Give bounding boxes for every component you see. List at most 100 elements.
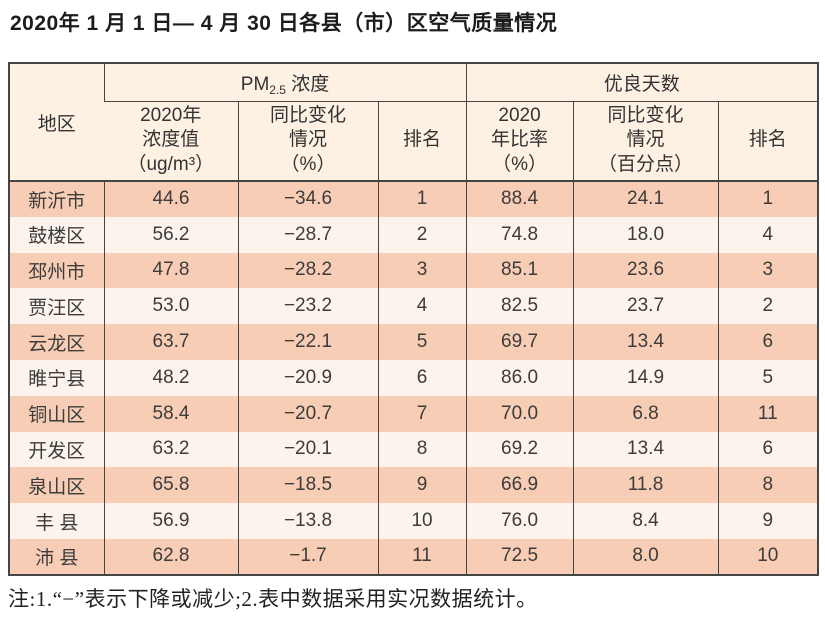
region-cell: 沛 县: [35, 547, 79, 569]
table-row: 云龙区 63.7 −22.1 5 69.7 13.4 6: [9, 324, 819, 360]
pm25-label-prefix: PM: [240, 73, 270, 95]
pm25-label-suffix: 浓度: [285, 73, 330, 95]
column-header-good-change: 同比变化 情况 （百分点）: [572, 101, 719, 182]
region-cell: 丰 县: [35, 512, 79, 534]
value-cell: 8: [377, 431, 467, 468]
value-cell: 6: [717, 431, 819, 468]
region-cell: 开发区: [28, 440, 86, 462]
table-row: 沛 县 62.8 −1.7 11 72.5 8.0 10: [9, 538, 819, 575]
page-title: 2020年 1 月 1 日— 4 月 30 日各县（市）区空气质量情况: [10, 12, 558, 35]
table-row: 新沂市 44.6 −34.6 1 88.4 24.1 1: [9, 181, 819, 217]
value-cell: 85.1: [465, 252, 574, 289]
column-group-good-days: 优良天数: [465, 63, 819, 102]
value-cell: −18.5: [237, 467, 378, 504]
value-cell: 48.2: [103, 359, 238, 396]
value-cell: 74.8: [465, 216, 574, 253]
region-cell: 邳州市: [28, 261, 86, 283]
table-body: 新沂市 44.6 −34.6 1 88.4 24.1 1 鼓楼区 56.2 −28.7 2 74.8 1…: [9, 181, 819, 575]
value-cell: −28.7: [237, 216, 378, 253]
value-cell: 13.4: [572, 324, 719, 360]
value-cell: −13.8: [237, 503, 378, 539]
value-cell: 1: [377, 181, 467, 217]
value-cell: 6: [717, 324, 819, 360]
value-cell: 69.7: [465, 324, 574, 360]
region-cell: 新沂市: [28, 190, 86, 212]
column-header-pm-rank: 排名: [377, 101, 467, 182]
value-cell: 70.0: [465, 395, 574, 432]
value-cell: 1: [717, 181, 819, 217]
table-row: 泉山区 65.8 −18.5 9 66.9 11.8 8: [9, 467, 819, 504]
table-row: 开发区 63.2 −20.1 8 69.2 13.4 6: [9, 431, 819, 468]
column-header-good-rank: 排名: [717, 101, 819, 182]
value-cell: 44.6: [103, 181, 238, 217]
value-cell: 4: [717, 216, 819, 253]
value-cell: 8: [717, 467, 819, 504]
region-cell: 鼓楼区: [28, 226, 86, 248]
header-sub-row: 2020年 浓度值 （ug/m³） 同比变化 情况 （%） 排名 2020 年比…: [9, 101, 819, 182]
value-cell: 7: [377, 395, 467, 432]
value-cell: 56.2: [103, 216, 238, 253]
value-cell: 82.5: [465, 288, 574, 325]
value-cell: 23.6: [572, 252, 719, 289]
region-cell: 贾汪区: [28, 297, 86, 319]
value-cell: 8.0: [572, 538, 719, 575]
value-cell: −23.2: [237, 288, 378, 325]
value-cell: 47.8: [103, 252, 238, 289]
value-cell: 14.9: [572, 359, 719, 396]
value-cell: 72.5: [465, 538, 574, 575]
value-cell: 24.1: [572, 181, 719, 217]
value-cell: 58.4: [103, 395, 238, 432]
region-cell: 睢宁县: [28, 369, 86, 391]
value-cell: 11.8: [572, 467, 719, 504]
region-cell: 云龙区: [28, 333, 86, 355]
value-cell: 5: [717, 359, 819, 396]
table-row: 贾汪区 53.0 −23.2 4 82.5 23.7 2: [9, 288, 819, 325]
value-cell: 2: [717, 288, 819, 325]
value-cell: 62.8: [103, 538, 238, 575]
value-cell: 9: [717, 503, 819, 539]
value-cell: −20.1: [237, 431, 378, 468]
value-cell: −20.9: [237, 359, 378, 396]
value-cell: 66.9: [465, 467, 574, 504]
value-cell: 6: [377, 359, 467, 396]
column-header-pm-value: 2020年 浓度值 （ug/m³）: [104, 101, 238, 182]
value-cell: 11: [377, 538, 467, 575]
pm25-label-subscript: 2.5: [269, 82, 286, 97]
value-cell: 13.4: [572, 431, 719, 468]
value-cell: 2: [377, 216, 467, 253]
value-cell: 56.9: [103, 503, 238, 539]
value-cell: −22.1: [237, 324, 378, 360]
value-cell: 76.0: [465, 503, 574, 539]
value-cell: 3: [377, 252, 467, 289]
value-cell: 9: [377, 467, 467, 504]
table-row: 鼓楼区 56.2 −28.7 2 74.8 18.0 4: [9, 216, 819, 253]
header-group-row: 地区 PM2.5 浓度 优良天数: [9, 63, 819, 182]
table-row: 铜山区 58.4 −20.7 7 70.0 6.8 11: [9, 395, 819, 432]
value-cell: 63.7: [103, 324, 238, 360]
table-row: 睢宁县 48.2 −20.9 6 86.0 14.9 5: [9, 359, 819, 396]
value-cell: 11: [717, 395, 819, 432]
value-cell: 88.4: [465, 181, 574, 217]
region-cell: 铜山区: [28, 405, 86, 427]
value-cell: 63.2: [103, 431, 238, 468]
value-cell: 69.2: [465, 431, 574, 468]
value-cell: 53.0: [103, 288, 238, 325]
value-cell: 18.0: [572, 216, 719, 253]
value-cell: 23.7: [572, 288, 719, 325]
table-row: 邳州市 47.8 −28.2 3 85.1 23.6 3: [9, 252, 819, 289]
table-header: 地区 PM2.5 浓度 优良天数 2020年 浓度值 （ug/m³） 同比变化 …: [9, 63, 819, 182]
value-cell: 3: [717, 252, 819, 289]
value-cell: −28.2: [237, 252, 378, 289]
column-header-region: 地区: [9, 63, 104, 182]
table-row: 丰 县 56.9 −13.8 10 76.0 8.4 9: [9, 503, 819, 539]
value-cell: 65.8: [103, 467, 238, 504]
value-cell: 4: [377, 288, 467, 325]
value-cell: 86.0: [465, 359, 574, 396]
value-cell: 8.4: [572, 503, 719, 539]
value-cell: 6.8: [572, 395, 719, 432]
value-cell: 10: [717, 538, 819, 575]
value-cell: −1.7: [237, 538, 378, 575]
value-cell: −20.7: [237, 395, 378, 432]
value-cell: −34.6: [237, 181, 378, 217]
